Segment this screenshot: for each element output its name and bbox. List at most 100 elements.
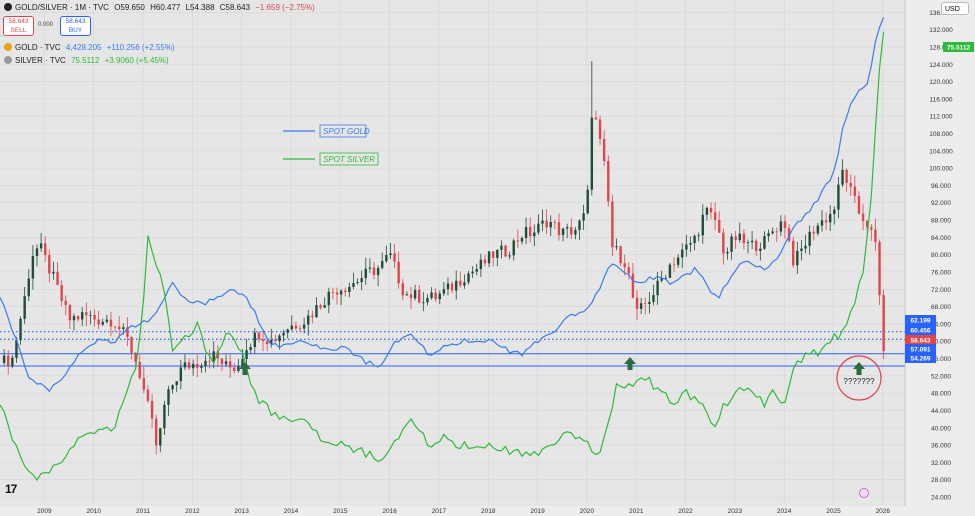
candle-body: [105, 319, 109, 322]
price-tick-label: 28.000: [931, 477, 951, 484]
price-tick-label: 76.000: [931, 269, 951, 276]
time-tick-label: 2020: [580, 508, 595, 515]
candle-body: [15, 340, 18, 358]
question-annotation: ???????: [843, 377, 875, 386]
low-value: L54.388: [185, 3, 215, 12]
candle-body: [512, 240, 515, 256]
level-tag-bg: [905, 353, 936, 363]
candle-body: [76, 316, 80, 320]
candle-body: [771, 231, 774, 234]
price-tick-label: 32.000: [931, 460, 951, 467]
price-tick-label: 132.000: [929, 27, 953, 34]
spread-value: 0.000: [38, 22, 54, 28]
legend-gold-box: [319, 124, 367, 138]
candle-body: [804, 245, 807, 249]
candle-body: [146, 389, 150, 401]
level-tag-bg: [905, 344, 936, 354]
candle-body: [561, 228, 565, 236]
candle-body: [524, 227, 528, 239]
candle-body: [48, 255, 51, 274]
silver-symbol: SILVER · TVC: [15, 56, 66, 65]
candle-body: [582, 213, 585, 221]
candle-body: [726, 251, 729, 254]
price-axis: 136.000132.000128.000124.000120.000116.0…: [904, 0, 975, 516]
candle-body: [179, 367, 183, 382]
candle-body: [570, 227, 573, 235]
candle-body: [298, 328, 302, 330]
candle-body: [426, 297, 429, 303]
price-tick-label: 124.000: [929, 62, 953, 69]
candle-body: [261, 339, 265, 342]
candle-body: [31, 256, 35, 279]
sell-button[interactable]: 58.643 SELL: [3, 16, 34, 36]
price-tick-label: 80.000: [931, 252, 951, 259]
candle-body: [397, 261, 400, 284]
candle-body: [681, 249, 684, 258]
spot-gold-line: [0, 17, 885, 393]
candle-body: [648, 301, 651, 304]
candle-body: [446, 283, 450, 290]
candle-body: [101, 321, 104, 325]
candle-body: [97, 319, 100, 325]
candle-body: [738, 233, 741, 240]
candle-body: [171, 385, 174, 390]
buy-button[interactable]: 58.643 BUY: [60, 16, 91, 36]
silver-price-tag: 75.5112: [947, 45, 971, 52]
candle-body: [705, 207, 709, 215]
price-tick-label: 36.000: [931, 443, 951, 450]
candle-body: [783, 221, 787, 229]
time-tick-label: 2017: [432, 508, 447, 515]
candle-body: [7, 355, 10, 367]
gold-legend-row[interactable]: GOLD · TVC 4,428.205 +110.256 (+2.55%): [4, 43, 178, 52]
candle-body: [454, 280, 458, 291]
candle-body: [672, 264, 676, 266]
price-tick-label: 24.000: [931, 495, 951, 502]
tradingview-logo-icon: 17: [5, 482, 17, 496]
candle-body: [208, 360, 211, 362]
candle-body: [200, 365, 203, 368]
candle-body: [775, 231, 778, 233]
candle-body: [742, 233, 746, 244]
candle-body: [442, 289, 446, 294]
candle-body: [479, 259, 483, 270]
candle-body: [644, 303, 647, 305]
candle-body: [430, 292, 433, 298]
candle-body: [487, 251, 491, 264]
candle-body: [689, 243, 692, 245]
candle-body: [652, 295, 655, 302]
candle-body: [117, 326, 121, 330]
silver-legend-row[interactable]: SILVER · TVC 75.5112 +3.9060 (+5.45%): [4, 56, 172, 65]
candle-body: [109, 319, 113, 327]
current-price-tag: 58.643: [911, 338, 931, 345]
candle-body: [697, 235, 700, 237]
candle-body: [331, 291, 335, 293]
candle-body: [590, 117, 594, 190]
symbol-header: GOLD/SILVER · 1M · TVC O59.650 H60.477 L…: [4, 3, 318, 12]
candle-body: [759, 248, 762, 251]
currency-selector[interactable]: USD: [941, 2, 969, 15]
candle-body: [191, 363, 195, 369]
candle-body: [623, 263, 626, 268]
candle-body: [837, 184, 840, 210]
candle-body: [796, 250, 799, 266]
candle-body: [241, 359, 244, 367]
candle-body: [80, 312, 84, 320]
price-tick-label: 96.000: [931, 183, 951, 190]
candle-body: [450, 283, 454, 291]
time-tick-label: 2024: [777, 508, 792, 515]
candle-body: [126, 327, 129, 337]
price-tick-label: 116.000: [929, 96, 952, 103]
price-tick-label: 44.000: [931, 408, 951, 415]
candle-body: [491, 251, 495, 258]
time-tick-label: 2013: [234, 508, 249, 515]
candle-body: [142, 378, 146, 390]
candle-body: [286, 329, 289, 333]
time-tick-label: 2023: [728, 508, 743, 515]
candle-body: [874, 229, 877, 242]
candle-body: [763, 236, 766, 249]
candle-body: [356, 282, 359, 284]
candle-body: [335, 292, 339, 295]
candle-body: [85, 312, 88, 316]
time-axis-bg: [0, 506, 975, 516]
